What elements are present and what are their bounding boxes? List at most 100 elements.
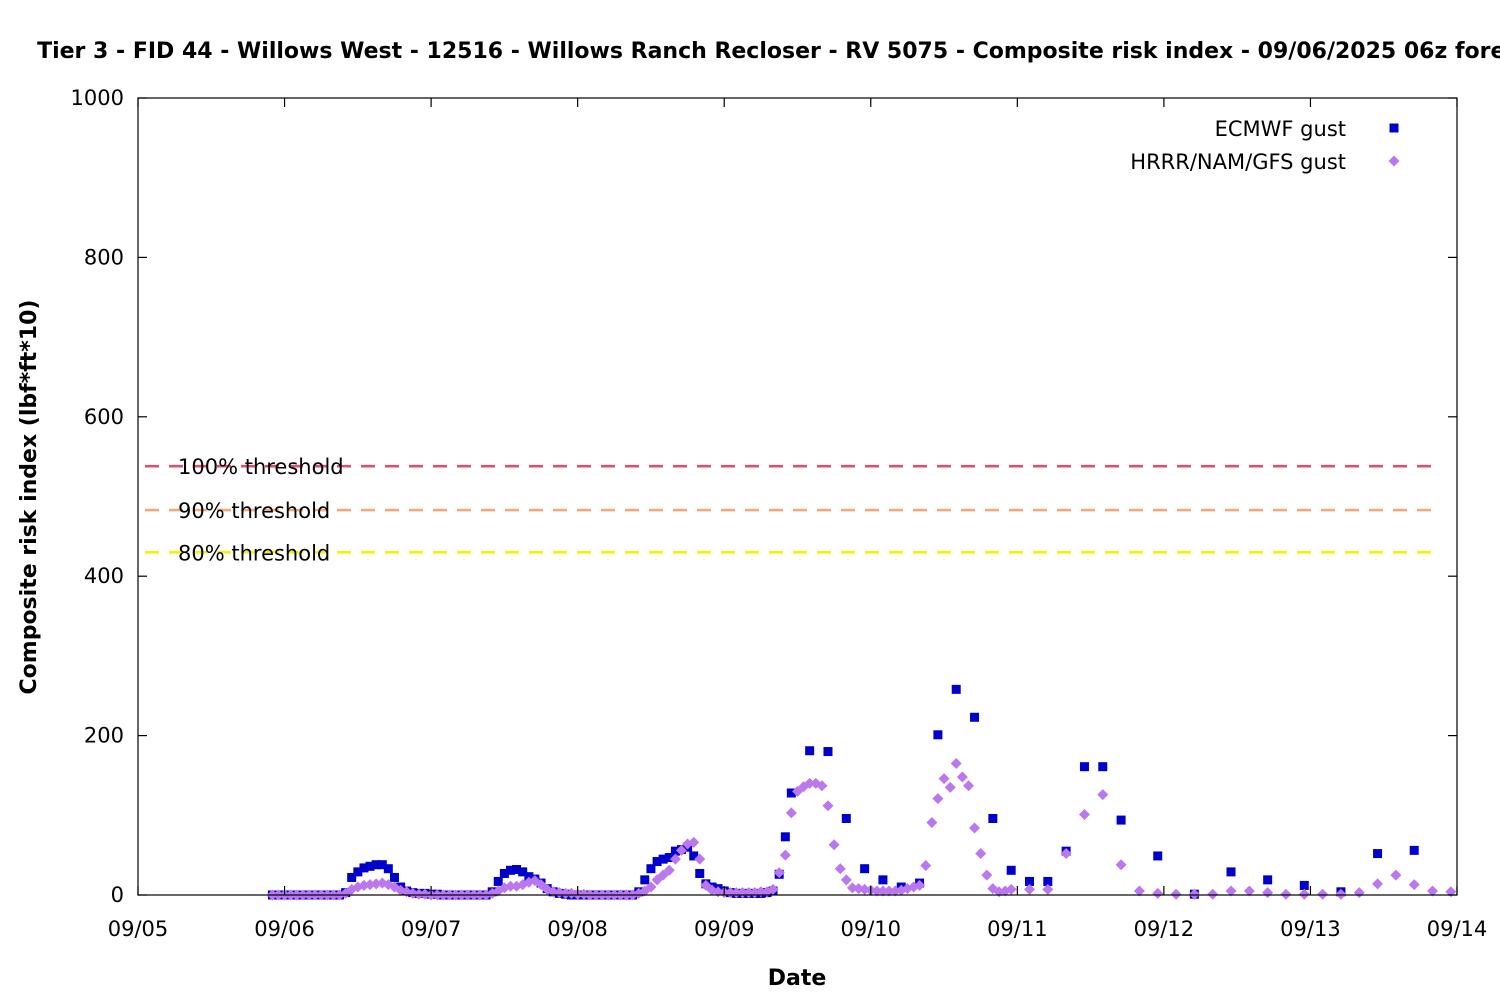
data-point	[512, 864, 522, 874]
y-tick-label: 400	[84, 564, 124, 588]
data-point	[518, 867, 528, 877]
data-point	[963, 780, 975, 792]
data-point	[377, 860, 387, 870]
data-point	[1317, 888, 1329, 900]
chart-title: Tier 3 - FID 44 - Willows West - 12516 -…	[37, 39, 1500, 64]
data-point	[1133, 885, 1145, 897]
data-point	[1280, 888, 1292, 900]
data-point	[1116, 815, 1126, 825]
data-point	[524, 872, 534, 882]
data-point	[1226, 867, 1236, 877]
data-point	[1078, 809, 1090, 821]
data-point	[877, 885, 889, 897]
data-series	[266, 684, 1457, 901]
data-point	[779, 849, 791, 861]
legend: ECMWF gust HRRR/NAM/GFS gust	[1130, 117, 1400, 174]
data-point	[670, 846, 680, 856]
data-point	[1298, 888, 1310, 900]
data-point	[389, 872, 399, 882]
data-point	[347, 872, 357, 882]
data-point	[834, 863, 846, 875]
data-point	[383, 864, 393, 874]
data-point	[652, 857, 662, 867]
data-point	[823, 747, 833, 757]
data-point	[353, 867, 363, 877]
data-point	[664, 853, 674, 863]
x-tick-label: 09/13	[1280, 917, 1341, 941]
data-point	[926, 816, 938, 828]
data-point	[505, 880, 517, 892]
data-point	[506, 865, 516, 875]
data-point	[1079, 762, 1089, 772]
y-axis: 0 200 400 600 800 1000	[71, 86, 1457, 907]
data-point	[1225, 885, 1237, 897]
data-point	[780, 832, 790, 842]
data-point	[938, 773, 950, 785]
data-point	[663, 864, 675, 876]
data-point	[878, 875, 888, 885]
data-point	[914, 879, 926, 891]
data-point	[773, 867, 785, 879]
threshold-labels: 100% threshold 90% threshold 80% threshold	[178, 455, 344, 565]
data-point	[1372, 878, 1384, 890]
data-point	[493, 876, 503, 886]
data-point	[1042, 883, 1054, 895]
y-tick-label: 200	[84, 724, 124, 748]
x-axis-label: Date	[768, 966, 827, 991]
data-point	[1207, 888, 1219, 900]
x-tick-label: 09/09	[694, 917, 755, 941]
data-point	[1408, 879, 1420, 891]
data-point	[822, 800, 834, 812]
data-point	[365, 861, 375, 871]
data-point	[981, 869, 993, 881]
y-tick-label: 1000	[71, 86, 124, 110]
data-point	[951, 684, 961, 694]
data-point	[1097, 789, 1109, 801]
plot-frame	[137, 97, 1458, 896]
y-tick-label: 800	[84, 245, 124, 269]
data-point	[1170, 888, 1182, 900]
x-tick-label: 09/07	[401, 917, 462, 941]
data-point	[871, 885, 883, 897]
data-point	[640, 875, 650, 885]
data-point	[860, 864, 870, 874]
data-point	[1427, 885, 1439, 897]
data-point	[786, 788, 796, 798]
threshold-label: 80% threshold	[178, 541, 330, 565]
data-point	[816, 780, 828, 792]
data-point	[944, 781, 956, 793]
data-point	[1005, 883, 1017, 895]
data-point	[1262, 887, 1274, 899]
data-point	[1243, 885, 1255, 897]
data-point	[804, 777, 816, 789]
data-point	[1153, 851, 1163, 861]
data-point	[1006, 865, 1016, 875]
data-point	[1115, 859, 1127, 871]
data-point	[932, 793, 944, 805]
legend-marker	[1389, 123, 1399, 133]
data-point	[1445, 886, 1457, 898]
data-point	[933, 730, 943, 740]
data-point	[970, 712, 980, 722]
x-tick-label: 09/05	[108, 917, 169, 941]
data-point	[840, 874, 852, 886]
data-point	[785, 807, 797, 819]
x-tick-label: 09/08	[547, 917, 608, 941]
data-point	[560, 887, 572, 899]
data-point	[1043, 876, 1053, 886]
data-point	[828, 839, 840, 851]
x-axis: 09/05 09/06 09/07 09/08 09/09 09/10 09/11 09/12…	[108, 98, 1488, 941]
y-tick-label: 0	[111, 883, 124, 907]
x-tick-label: 09/14	[1427, 917, 1488, 941]
data-point	[689, 851, 699, 861]
y-tick-label: 600	[84, 405, 124, 429]
data-point	[669, 853, 681, 865]
data-point	[1188, 888, 1200, 900]
x-tick-label: 09/06	[254, 917, 315, 941]
data-point	[695, 868, 705, 878]
data-point	[413, 888, 425, 900]
data-point	[675, 844, 687, 856]
data-point	[767, 883, 779, 895]
legend-marker	[1388, 155, 1400, 167]
